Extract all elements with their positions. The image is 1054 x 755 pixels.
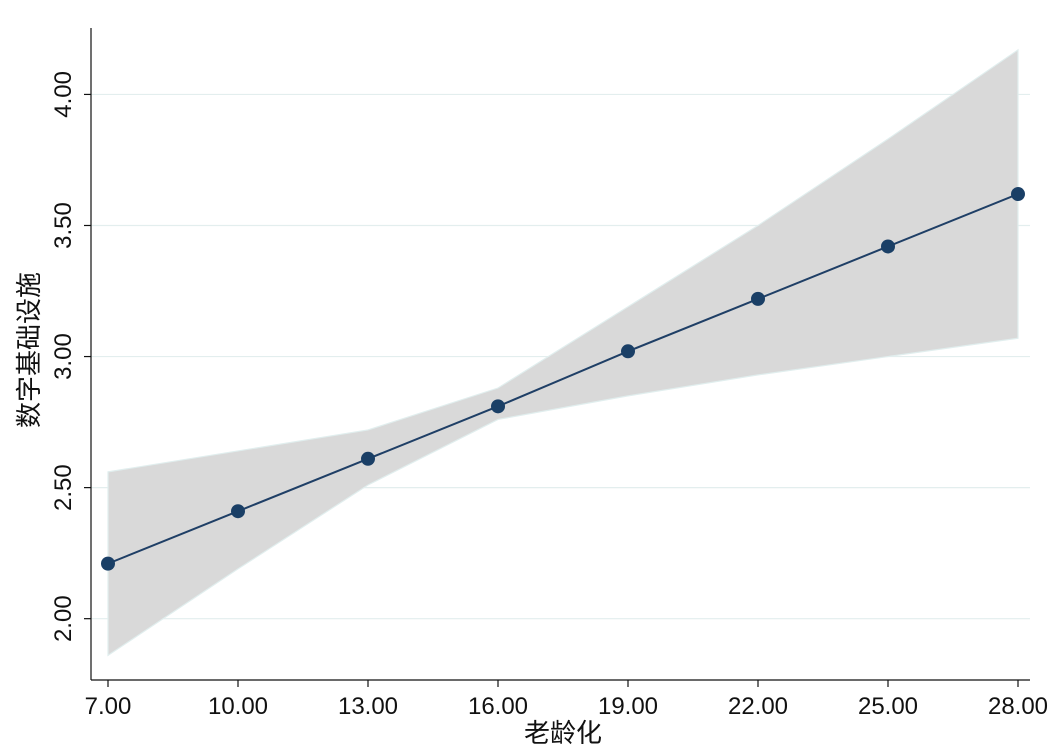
y-tick-layer: 2.00 2.50 3.00 3.50 4.00	[50, 71, 91, 642]
y-tick-label: 4.00	[50, 71, 77, 118]
marker-layer	[101, 187, 1025, 571]
y-axis-title: 数字基础设施	[15, 272, 45, 428]
data-point	[1011, 187, 1025, 202]
confidence-band	[107, 48, 1019, 657]
x-tick-label: 16.00	[468, 693, 528, 720]
x-tick-label: 10.00	[208, 693, 268, 720]
data-point	[231, 504, 245, 519]
data-point	[361, 451, 375, 466]
y-tick-label: 3.50	[50, 202, 77, 249]
x-tick-label: 22.00	[728, 693, 788, 720]
axes-layer	[90, 28, 1030, 681]
data-point	[621, 344, 635, 359]
data-point	[881, 239, 895, 254]
x-tick-label: 28.00	[988, 693, 1048, 720]
y-tick-label: 3.00	[50, 333, 77, 380]
series-line	[107, 193, 1019, 565]
x-tick-label: 13.00	[338, 693, 398, 720]
x-tick-label: 25.00	[858, 693, 918, 720]
y-tick-label: 2.00	[50, 595, 77, 642]
data-point	[491, 399, 505, 414]
x-axis-title: 老龄化	[524, 719, 602, 749]
x-tick-label: 19.00	[598, 693, 658, 720]
data-point	[751, 291, 765, 306]
y-tick-label: 2.50	[50, 464, 77, 511]
confidence-band-layer	[107, 48, 1019, 657]
data-point	[101, 556, 115, 571]
fit-line-layer	[107, 193, 1019, 565]
x-tick-label: 7.00	[85, 693, 132, 720]
x-tick-layer: 7.00 10.00 13.00 16.00 19.00 22.00 25.00 28.00	[85, 680, 1048, 720]
